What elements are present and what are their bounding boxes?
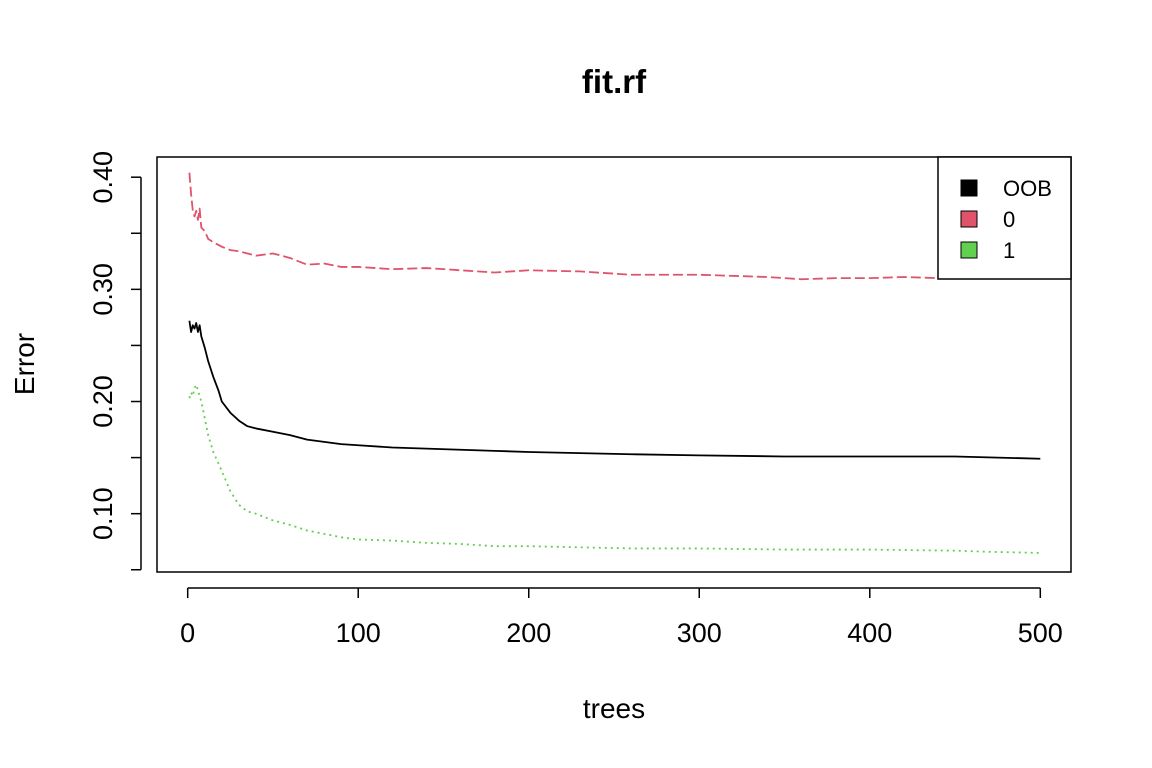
series-line-2 xyxy=(188,172,956,281)
plot-frame xyxy=(156,156,1072,573)
x-tick-label-400: 400 xyxy=(847,618,892,648)
y-tick-label-1: 0.10 xyxy=(88,487,118,540)
x-tick-label-500: 500 xyxy=(1018,618,1063,648)
x-axis: 0 100 200 300 400 500 xyxy=(180,587,1063,648)
chart-title: fit.rf xyxy=(582,63,647,100)
legend-swatch-2 xyxy=(960,210,978,228)
x-axis-label: trees xyxy=(583,693,645,724)
x-tick-label-100: 100 xyxy=(336,618,381,648)
x-tick-label-200: 200 xyxy=(506,618,551,648)
legend: OOB 0 1 xyxy=(937,156,1072,280)
y-tick-label-3: 0.20 xyxy=(88,375,118,428)
legend-swatch-3 xyxy=(960,241,978,259)
legend-label-3: 1 xyxy=(1003,238,1015,263)
legend-box xyxy=(937,156,1072,280)
plot-area xyxy=(188,172,1041,554)
series-line-1 xyxy=(188,320,1041,460)
x-tick-label-300: 300 xyxy=(677,618,722,648)
y-axis: 0.10 0.20 0.30 0.40 xyxy=(88,151,142,571)
legend-label-1: OOB xyxy=(1003,176,1052,201)
y-tick-label-7: 0.40 xyxy=(88,151,118,204)
legend-swatch-1 xyxy=(960,179,978,197)
series-line-3 xyxy=(188,383,1041,554)
legend-label-2: 0 xyxy=(1003,207,1015,232)
y-axis-label: Error xyxy=(9,333,40,395)
y-tick-label-5: 0.30 xyxy=(88,263,118,316)
x-tick-label-0: 0 xyxy=(180,618,195,648)
